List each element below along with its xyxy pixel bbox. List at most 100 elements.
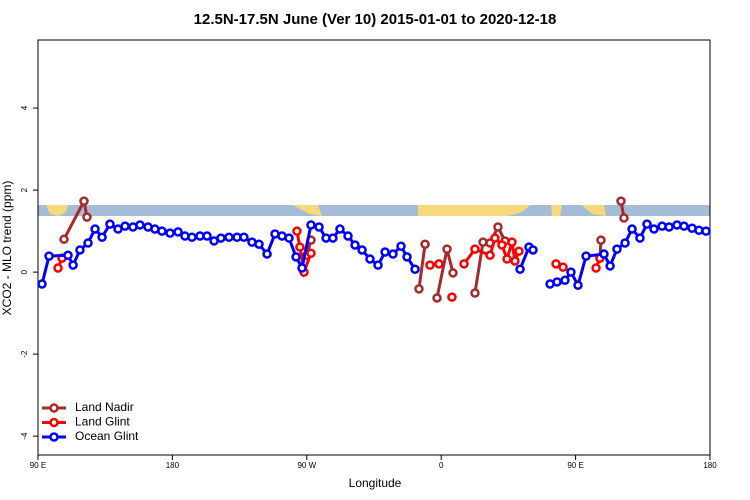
point (701, 226, 711, 236)
point (262, 249, 272, 259)
point (596, 235, 606, 245)
point (497, 240, 507, 250)
point (53, 263, 63, 273)
point (414, 284, 424, 294)
point (292, 226, 302, 236)
land (46, 205, 68, 216)
x-tick-label: 90 W (297, 461, 316, 470)
point (396, 241, 406, 252)
point (447, 292, 457, 302)
point (410, 264, 420, 274)
point (425, 260, 435, 270)
point (239, 232, 249, 242)
point (254, 239, 264, 249)
point (291, 252, 301, 262)
point (37, 279, 47, 289)
point (599, 249, 609, 259)
y-axis-label: XCO2 - MLO trend (ppm) (0, 181, 14, 316)
point (581, 251, 591, 261)
y-tick-label: 4 (20, 105, 29, 110)
x-tick-label: 90 E (30, 461, 46, 470)
point (388, 249, 398, 259)
land (418, 205, 530, 216)
point (470, 288, 480, 298)
point (350, 240, 360, 250)
point (442, 244, 452, 254)
point (566, 267, 576, 277)
y-tick-label: -4 (20, 432, 29, 440)
plot-frame (37, 39, 711, 456)
point (105, 219, 115, 229)
point (165, 228, 175, 238)
point (432, 293, 442, 303)
x-tick-label: 180 (166, 461, 180, 470)
point (306, 248, 316, 258)
point (528, 245, 538, 255)
point (515, 264, 525, 274)
point (573, 280, 583, 290)
point (343, 231, 353, 241)
point (314, 222, 324, 232)
point (635, 233, 645, 243)
chart-title: 12.5N-17.5N June (Ver 10) 2015-01-01 to … (194, 11, 557, 28)
y-tick-label: -2 (20, 350, 29, 358)
land (293, 205, 322, 216)
point (493, 222, 503, 232)
point (306, 220, 316, 230)
point (558, 262, 568, 272)
point (485, 250, 495, 261)
point (620, 238, 630, 248)
point (510, 256, 520, 266)
y-tick-label: 2 (20, 187, 29, 192)
point (157, 226, 167, 236)
point (605, 261, 615, 271)
point (357, 245, 367, 255)
point (612, 244, 622, 254)
point (434, 259, 444, 269)
point (649, 224, 659, 234)
point (187, 232, 197, 242)
point (642, 219, 652, 229)
point (79, 196, 89, 206)
point (664, 222, 674, 232)
land (582, 205, 606, 216)
point (365, 254, 375, 264)
point (502, 254, 512, 264)
point (420, 239, 430, 249)
point (335, 224, 345, 234)
point (448, 268, 458, 278)
point (97, 232, 107, 242)
point (560, 275, 570, 286)
point (470, 244, 480, 254)
legend-marker (49, 403, 59, 413)
point (627, 224, 637, 234)
point (135, 220, 145, 230)
x-tick-label: 180 (703, 461, 717, 470)
point (75, 245, 85, 255)
point (216, 233, 226, 243)
point (373, 260, 383, 270)
legend-label: Land Nadir (75, 400, 134, 414)
point (490, 233, 500, 243)
point (380, 247, 390, 257)
point (616, 196, 626, 206)
land-band (38, 205, 710, 216)
point (120, 221, 130, 231)
point (297, 263, 307, 273)
point (591, 263, 601, 273)
point (679, 221, 689, 231)
legend-label: Ocean Glint (75, 429, 139, 443)
legend-label: Land Glint (75, 415, 130, 429)
x-tick-label: 90 E (567, 461, 583, 470)
point (202, 231, 212, 241)
point (224, 232, 234, 242)
legend-marker (49, 432, 59, 442)
point (63, 250, 73, 261)
point (83, 238, 93, 248)
point (173, 227, 183, 237)
x-tick-label: 0 (439, 461, 444, 470)
point (82, 212, 92, 222)
y-tick-label: 0 (20, 269, 29, 274)
